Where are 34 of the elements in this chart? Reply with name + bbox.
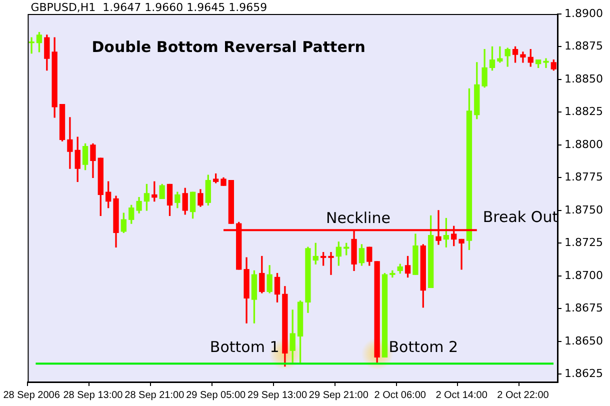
candlestick: [543, 58, 549, 68]
y-tick-label: 1.8650: [564, 334, 604, 348]
x-tick-label: 29 Sep 05:00: [186, 390, 246, 401]
x-tick-label: 29 Sep 13:00: [248, 390, 308, 401]
y-tick-label: 1.8625: [564, 367, 604, 380]
text: Double Bottom Reversal Pattern: [92, 38, 366, 56]
annotation: Bottom 2: [388, 338, 458, 356]
y-tick-label: 1.8725: [564, 236, 604, 250]
x-tick-label: 28 Sep 21:00: [124, 390, 185, 401]
x-tick-label: 2 Oct 14:00: [436, 390, 488, 401]
annotation: Break Out: [482, 208, 558, 226]
y-tick-label: 1.8850: [564, 72, 604, 86]
candlestick: [67, 117, 73, 169]
candlestick: [28, 37, 34, 54]
y-tick-label: 1.8750: [564, 203, 604, 216]
y-tick-label: 1.8825: [564, 105, 604, 118]
series-label: Neckline: [326, 209, 390, 228]
x-tick-label: 2 Oct 22:00: [497, 390, 550, 401]
candlestick: [497, 46, 503, 63]
x-tick-label: 28 Sep 2006: [3, 390, 60, 401]
y-tick-label: 1.8700: [564, 268, 604, 282]
candlestick: [328, 252, 334, 275]
y-tick-label: 1.8675: [564, 302, 604, 315]
y-tick-label: 1.8875: [564, 40, 604, 53]
annotation: Bottom 1: [210, 338, 280, 356]
x-tick-label: 2 Oct 06:00: [374, 390, 426, 401]
candlestick: [520, 52, 526, 63]
candlestick: [458, 238, 464, 270]
x-tick-label: 29 Sep 21:00: [308, 390, 369, 401]
y-tick-label: 1.8775: [564, 170, 604, 184]
y-tick-label: 1.8900: [564, 6, 604, 20]
y-tick-label: 1.8800: [564, 138, 604, 151]
chart-subtitle: GBPUSD,H1 1.9647 1.9660 1.9645 1.9659: [30, 1, 268, 14]
x-tick-label: 28 Sep 13:00: [63, 390, 124, 401]
